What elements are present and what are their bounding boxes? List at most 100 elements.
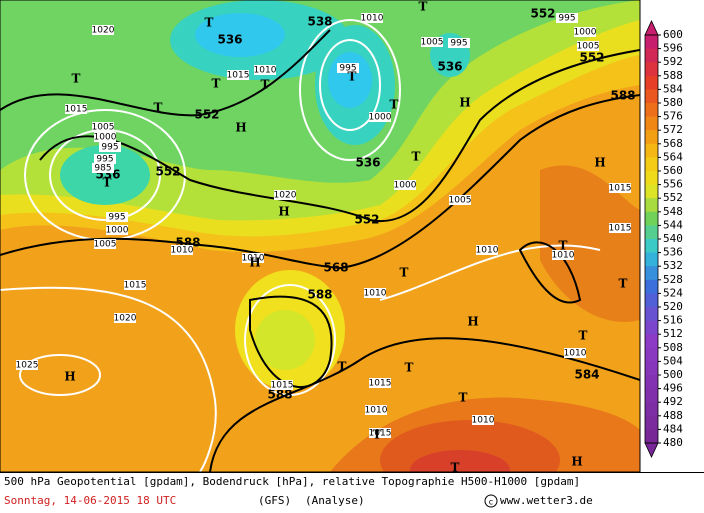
pressure-label: 1010 — [472, 416, 495, 426]
colorbar-label: 568 — [663, 137, 683, 150]
colorbar-band — [645, 130, 658, 145]
pressure-label: 1005 — [449, 196, 472, 206]
colorbar-label: 524 — [663, 286, 683, 299]
pressure-label-bg — [364, 288, 386, 298]
colorbar-band — [645, 239, 658, 254]
pressure-label-bg — [577, 41, 599, 51]
geopotential-label: 588 — [610, 89, 635, 103]
pressure-label: 1020 — [92, 26, 115, 36]
pressure-label-bg — [16, 360, 38, 370]
pressure-label: 1015 — [65, 105, 88, 115]
colorbar-band — [645, 402, 658, 417]
pressure-label-bg — [448, 38, 470, 48]
pressure-center: T — [451, 461, 460, 475]
pressure-center: T — [103, 176, 112, 190]
colorbar-band — [645, 75, 658, 90]
pressure-label: 1010 — [365, 406, 388, 416]
colorbar-band — [645, 320, 658, 335]
pressure-label: 1005 — [577, 42, 600, 52]
pressure-label-bg — [92, 122, 114, 132]
colorbar-label: 528 — [663, 273, 683, 286]
pressure-center: T — [154, 101, 163, 115]
pressure-label: 1010 — [564, 349, 587, 359]
pressure-label: 1015 — [369, 379, 392, 389]
pressure-label-bg — [124, 280, 146, 290]
pressure-center: T — [72, 72, 81, 86]
footer-analysis: (Analyse) — [305, 494, 365, 507]
pressure-label-bg — [564, 348, 586, 358]
colorbar-label: 584 — [663, 82, 683, 95]
colorbar-band — [645, 388, 658, 403]
colorbar-band — [645, 307, 658, 322]
pressure-label: 1005 — [92, 123, 115, 133]
pressure-center: T — [459, 391, 468, 405]
geopotential-label: 552 — [530, 7, 555, 21]
pressure-label: 1000 — [369, 113, 392, 123]
pressure-center: T — [205, 16, 214, 30]
colorbar-band — [645, 279, 658, 294]
pressure-label-bg — [369, 428, 391, 438]
pressure-label: 1025 — [16, 361, 39, 371]
pressure-center: H — [249, 256, 260, 270]
pressure-center: T — [400, 266, 409, 280]
pressure-label: 1000 — [106, 226, 129, 236]
footer-credit: www.wetter3.de — [500, 494, 593, 507]
colorbar-label: 532 — [663, 259, 683, 272]
map-labels: 536 538 552 552 552 552 536 536 552 588 568 588 588 5… — [16, 0, 636, 475]
pressure-label: 1000 — [394, 181, 417, 191]
pressure-label: 995 — [101, 143, 118, 153]
colorbar-band — [645, 375, 658, 390]
pressure-label-bg — [609, 223, 631, 233]
colorbar-band — [645, 293, 658, 308]
pressure-label-bg — [421, 37, 443, 47]
colorbar-label: 592 — [663, 55, 683, 68]
pressure-label: 1010 — [364, 289, 387, 299]
pressure-label: 1005 — [421, 38, 444, 48]
pressure-label: 1010 — [242, 254, 265, 264]
colorbar-label: 552 — [663, 191, 683, 204]
pressure-label: 1015 — [271, 381, 294, 391]
colorbar-band — [645, 266, 658, 281]
pressure-label: 1010 — [476, 246, 499, 256]
pressure-label: 1010 — [254, 66, 277, 76]
geopotential-label: 588 — [267, 388, 292, 402]
pressure-label: 1015 — [227, 71, 250, 81]
pressure-label: 1010 — [552, 251, 575, 261]
pressure-label-bg — [106, 225, 128, 235]
pressure-label-bg — [369, 112, 391, 122]
pressure-label: 995 — [339, 64, 356, 74]
pressure-label: 1020 — [274, 191, 297, 201]
colorbar-band — [645, 157, 658, 172]
colorbar-label: 492 — [663, 395, 683, 408]
colorbar-label: 548 — [663, 205, 683, 218]
geopotential-label: 552 — [579, 51, 604, 65]
pressure-label: 995 — [96, 155, 113, 165]
colorbar-band — [645, 103, 658, 118]
colorbar-label: 484 — [663, 422, 683, 435]
pressure-center: T — [419, 0, 428, 14]
colorbar-label: 596 — [663, 42, 683, 55]
colorbar-label: 540 — [663, 232, 683, 245]
pressure-label: 1020 — [114, 314, 137, 324]
pressure-center: T — [412, 150, 421, 164]
colorbar-band — [645, 211, 658, 226]
colorbar-label: 536 — [663, 246, 683, 259]
pressure-label-bg — [92, 163, 114, 173]
colorbar-label: 560 — [663, 164, 683, 177]
pressure-label-bg — [271, 380, 293, 390]
pressure-center: H — [459, 96, 470, 110]
pressure-center: T — [348, 70, 357, 84]
footer-date: Sonntag, 14-06-2015 18 UTC — [4, 494, 176, 507]
geopotential-label: 536 — [217, 33, 242, 47]
colorbar-label: 556 — [663, 178, 683, 191]
pressure-label-bg — [574, 27, 596, 37]
pressure-center: H — [594, 156, 605, 170]
pressure-label-bg — [92, 25, 114, 35]
pressure-label-bg — [94, 239, 116, 249]
colorbar-band — [645, 143, 658, 158]
pressure-label-bg — [254, 65, 276, 75]
colorbar-band — [645, 116, 658, 131]
pressure-label: 1000 — [94, 133, 117, 143]
